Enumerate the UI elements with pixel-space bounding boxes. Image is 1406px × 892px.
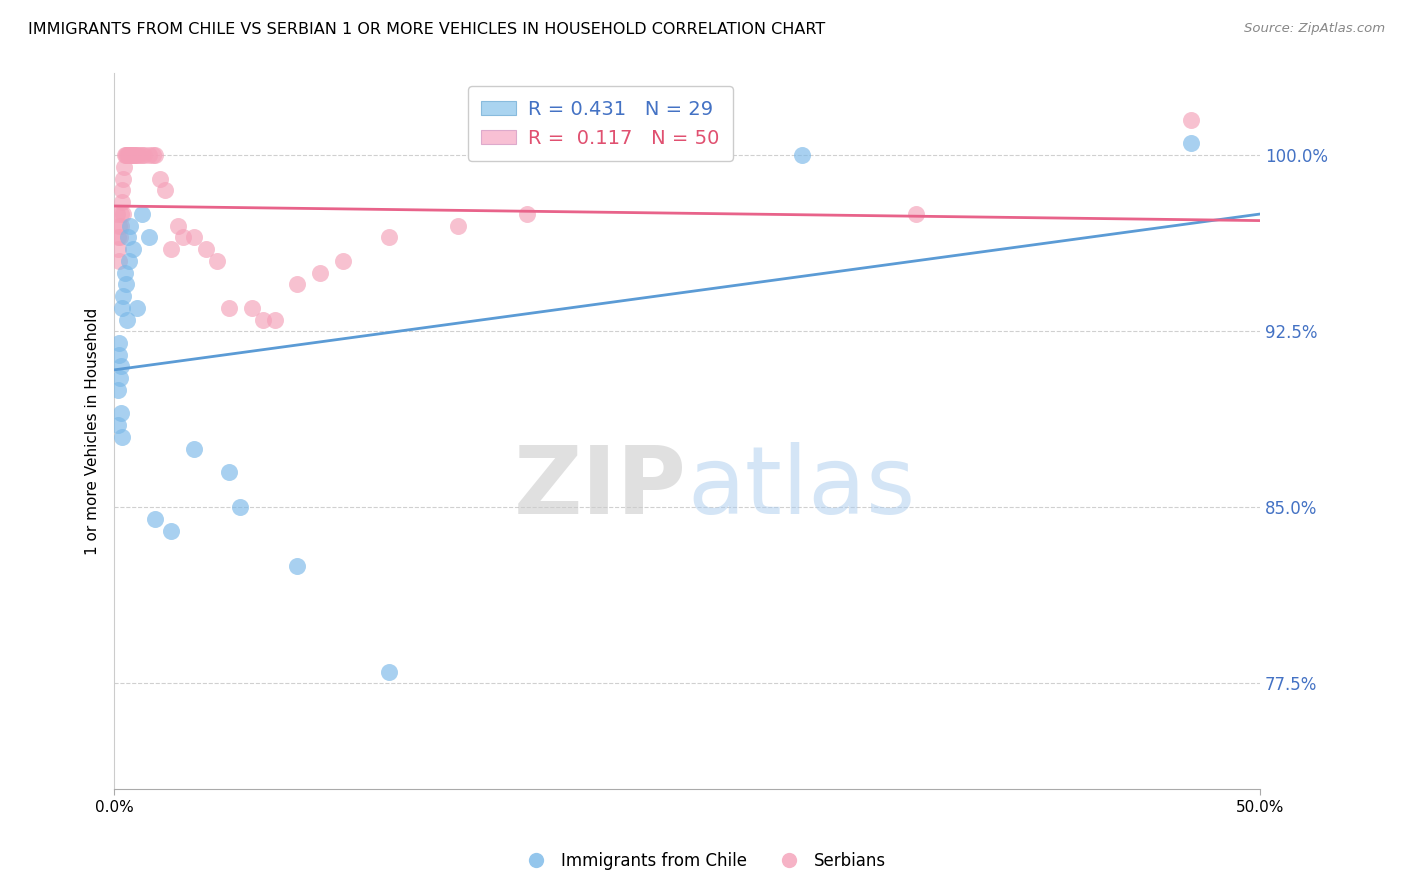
Point: [107, 242, 129, 256]
Point: [252, 312, 274, 326]
Text: atlas: atlas: [688, 442, 915, 534]
Point: [121, 148, 143, 162]
Point: [111, 207, 134, 221]
Point: [110, 430, 132, 444]
Point: [121, 242, 143, 256]
Point: [905, 207, 928, 221]
Point: [149, 171, 172, 186]
Point: [107, 219, 129, 233]
Point: [110, 407, 132, 421]
Text: IMMIGRANTS FROM CHILE VS SERBIAN 1 OR MORE VEHICLES IN HOUSEHOLD CORRELATION CHA: IMMIGRANTS FROM CHILE VS SERBIAN 1 OR MO…: [28, 22, 825, 37]
Point: [790, 148, 813, 162]
Point: [138, 230, 160, 244]
Point: [111, 301, 134, 315]
Point: [378, 665, 401, 679]
Point: [108, 253, 131, 268]
Point: [114, 266, 136, 280]
Point: [110, 207, 132, 221]
Point: [107, 418, 129, 433]
Point: [118, 253, 141, 268]
Point: [131, 207, 153, 221]
Point: [145, 148, 167, 162]
Y-axis label: 1 or more Vehicles in Household: 1 or more Vehicles in Household: [86, 308, 100, 555]
Point: [114, 148, 136, 162]
Point: [131, 148, 153, 162]
Text: Source: ZipAtlas.com: Source: ZipAtlas.com: [1244, 22, 1385, 36]
Point: [112, 289, 135, 303]
Point: [127, 148, 149, 162]
Point: [127, 301, 149, 315]
Point: [160, 242, 183, 256]
Point: [447, 219, 470, 233]
Point: [153, 183, 176, 197]
Point: [132, 148, 155, 162]
Point: [117, 148, 139, 162]
Point: [142, 148, 165, 162]
Point: [115, 312, 138, 326]
Point: [108, 230, 131, 244]
Point: [1180, 136, 1202, 151]
Point: [287, 559, 309, 574]
Point: [114, 277, 136, 292]
Point: [108, 371, 131, 385]
Point: [263, 312, 285, 326]
Point: [218, 465, 240, 479]
Point: [110, 359, 132, 374]
Point: [145, 512, 167, 526]
Point: [1180, 112, 1202, 127]
Point: [114, 148, 136, 162]
Point: [124, 148, 146, 162]
Point: [120, 148, 142, 162]
Point: [172, 230, 194, 244]
Point: [117, 230, 139, 244]
Point: [107, 348, 129, 362]
Point: [194, 242, 217, 256]
Point: [105, 207, 128, 221]
Point: [378, 230, 401, 244]
Point: [110, 219, 132, 233]
Point: [183, 442, 205, 456]
Point: [107, 383, 129, 397]
Point: [160, 524, 183, 538]
Point: [240, 301, 263, 315]
Point: [118, 148, 141, 162]
Point: [120, 219, 142, 233]
Point: [309, 266, 332, 280]
Point: [207, 253, 229, 268]
Point: [120, 148, 142, 162]
Point: [112, 160, 135, 174]
Point: [229, 500, 252, 515]
Point: [138, 148, 160, 162]
Legend: Immigrants from Chile, Serbians: Immigrants from Chile, Serbians: [513, 846, 893, 877]
Point: [516, 207, 538, 221]
Point: [218, 301, 240, 315]
Point: [108, 336, 131, 351]
Point: [128, 148, 150, 162]
Point: [122, 148, 145, 162]
Point: [107, 230, 129, 244]
Point: [287, 277, 309, 292]
Point: [332, 253, 354, 268]
Point: [110, 195, 132, 210]
Point: [115, 148, 138, 162]
Point: [112, 171, 135, 186]
Point: [111, 183, 134, 197]
Legend: R = 0.431   N = 29, R =  0.117   N = 50: R = 0.431 N = 29, R = 0.117 N = 50: [468, 87, 733, 161]
Point: [183, 230, 205, 244]
Text: ZIP: ZIP: [515, 442, 688, 534]
Point: [167, 219, 190, 233]
